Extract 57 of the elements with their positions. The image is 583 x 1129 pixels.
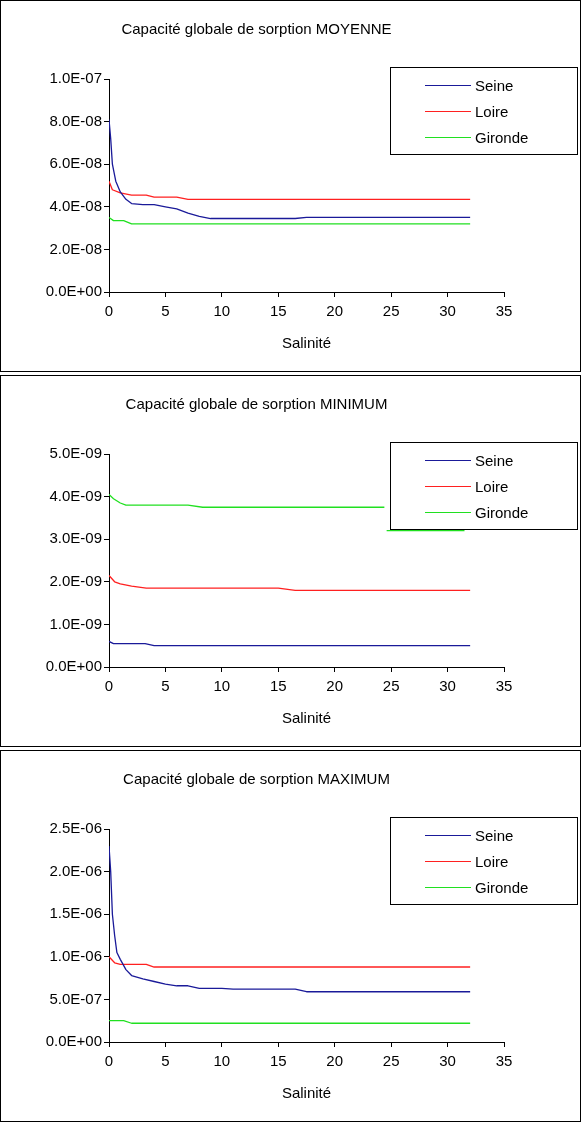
legend-label: Seine [475,826,514,844]
x-axis-title: Salinité [281,334,332,352]
y-tick-label: 2.0E-09 [49,571,102,589]
x-tick-label: 0 [104,1052,114,1070]
x-tick-label: 10 [213,677,231,695]
x-tick-label: 30 [439,677,456,695]
y-tick-label: 0.0E+00 [45,657,102,675]
x-tick-label: 15 [269,677,287,695]
x-tick-label: 15 [269,302,287,320]
y-tick-label: 2.0E-06 [49,861,102,879]
x-tick-label: 25 [382,1052,400,1070]
x-axis-title: Salinité [281,709,332,727]
y-tick-label: 5.0E-09 [49,444,102,462]
x-axis-title: Salinité [281,1084,332,1102]
legend-label: Loire [475,477,509,495]
chart-title: Capacité globale de sorption MAXIMUM [123,770,390,788]
x-tick-label: 15 [269,1052,287,1070]
y-tick-label: 0.0E+00 [45,1032,102,1050]
legend-label: Seine [475,451,514,469]
x-tick-label: 5 [161,302,170,320]
x-tick-label: 30 [439,1052,456,1070]
x-tick-label: 0 [104,677,114,695]
x-tick-label: 5 [161,677,170,695]
legend-label: Loire [475,102,509,120]
chart-title: Capacité globale de sorption MINIMUM [125,395,388,413]
x-tick-label: 5 [161,1052,170,1070]
y-tick-label: 0.0E+00 [45,282,102,300]
legend-label: Loire [475,852,509,870]
x-tick-label: 35 [495,302,513,320]
legend-label: Gironde [475,503,529,521]
chart-title: Capacité globale de sorption MOYENNE [121,20,392,38]
x-tick-label: 20 [326,302,344,320]
y-tick-label: 4.0E-08 [49,196,102,214]
x-tick-label: 10 [213,1052,231,1070]
y-tick-label: 4.0E-09 [49,486,102,504]
y-tick-label: 6.0E-08 [49,154,102,172]
y-tick-label: 1.0E-07 [49,69,102,87]
y-tick-label: 8.0E-08 [49,111,102,129]
legend-label: Seine [475,76,514,94]
y-tick-label: 1.0E-06 [49,946,102,964]
x-tick-label: 25 [382,302,400,320]
y-tick-label: 3.0E-09 [49,529,102,547]
x-tick-label: 25 [382,677,400,695]
x-tick-label: 30 [439,302,456,320]
y-tick-label: 1.0E-09 [49,614,102,632]
legend-label: Gironde [475,878,529,896]
x-tick-label: 20 [326,677,344,695]
x-tick-label: 0 [104,302,114,320]
x-tick-label: 35 [495,1052,513,1070]
y-tick-label: 5.0E-07 [49,989,102,1007]
y-tick-label: 2.0E-08 [49,239,102,257]
x-tick-label: 10 [213,302,231,320]
x-tick-label: 20 [326,1052,344,1070]
x-tick-label: 35 [495,677,513,695]
legend-label: Gironde [475,128,529,146]
y-tick-label: 1.5E-06 [49,904,102,922]
y-tick-label: 2.5E-06 [49,819,102,837]
